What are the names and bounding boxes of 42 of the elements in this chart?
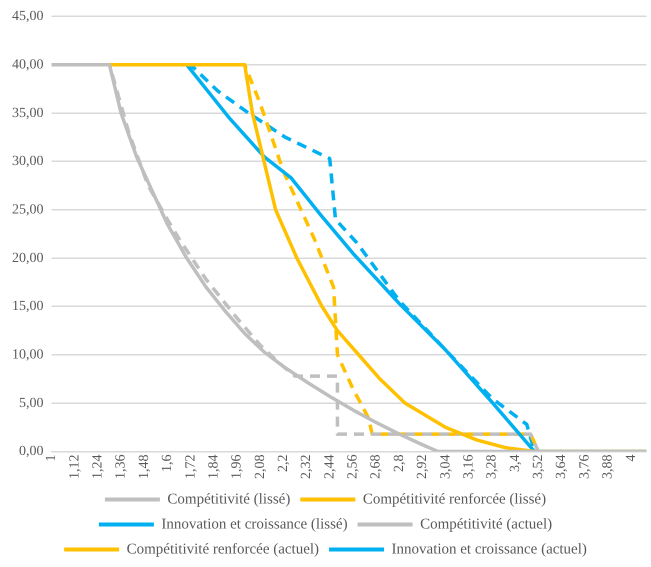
x-tick-label: 1,6: [160, 454, 176, 472]
x-tick-label: 1,84: [206, 454, 222, 479]
legend-label: Compétitivité (actuel): [420, 516, 552, 532]
x-tick-label: 3,16: [461, 454, 476, 479]
y-tick-label: 25,00: [12, 202, 44, 218]
x-tick-label: 1,72: [183, 454, 198, 479]
x-tick-label: 1,36: [114, 454, 129, 479]
y-tick-label: 35,00: [12, 106, 44, 121]
x-tick-label: 1,48: [136, 454, 152, 479]
x-tick-label: 1,12: [67, 454, 82, 479]
x-tick-label: 1,24: [90, 454, 106, 479]
x-tick-label: 2,56: [346, 454, 361, 479]
x-tick-label: 2,92: [415, 454, 430, 479]
x-tick-label: 3,28: [484, 454, 500, 479]
legend-label: Innovation et croissance (lissé): [161, 516, 348, 532]
x-tick-label: 2,2: [276, 454, 292, 472]
legend-label: Compétitivité (lissé): [167, 491, 290, 508]
legend-label: Innovation et croissance (actuel): [392, 541, 587, 558]
x-tick-label: 1: [44, 454, 60, 462]
x-tick-label: 3,64: [554, 454, 570, 479]
x-tick-label: 3,88: [600, 454, 616, 479]
y-tick-label: 30,00: [12, 154, 44, 170]
y-tick-label: 40,00: [12, 57, 44, 72]
y-tick-label: 20,00: [12, 250, 44, 266]
x-tick-label: 2,44: [322, 454, 338, 479]
legend-label: Compétitivité renforcée (actuel): [126, 541, 320, 558]
x-tick-label: 2,68: [368, 454, 384, 479]
y-tick-label: 10,00: [12, 347, 44, 362]
x-tick-label: 3,76: [577, 454, 592, 479]
x-tick-label: 2,08: [252, 454, 268, 479]
x-tick-label: 2,32: [299, 454, 314, 479]
x-tick-label: 3,52: [531, 454, 546, 479]
legend-label: Compétitivité renforcée (lissé): [362, 491, 546, 508]
y-tick-label: 5,00: [19, 396, 44, 411]
x-tick-label: 2,8: [392, 454, 407, 472]
x-tick-label: 3,04: [438, 454, 454, 479]
y-tick-label: 0,00: [19, 444, 44, 460]
y-tick-label: 45,00: [12, 9, 44, 24]
x-tick-label: 3,4: [508, 454, 523, 472]
x-tick-label: 1,96: [230, 454, 245, 479]
x-tick-label: 4: [624, 454, 639, 462]
y-tick-label: 15,00: [12, 299, 44, 314]
